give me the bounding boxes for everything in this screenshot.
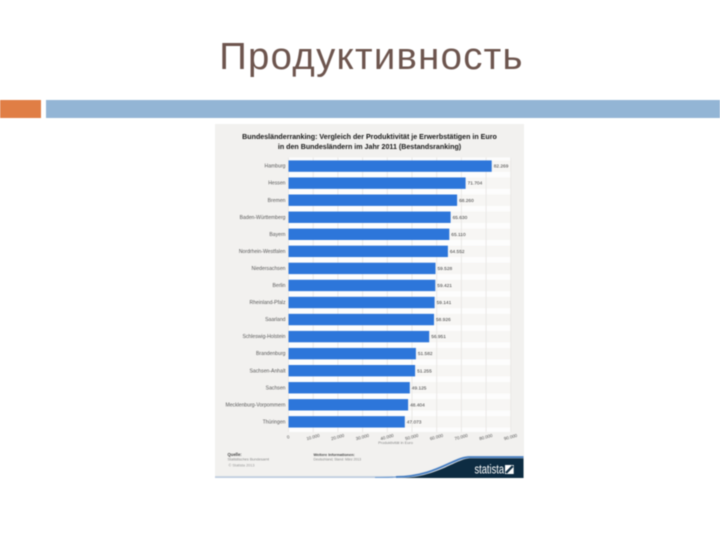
svg-text:64.552: 64.552 [450, 249, 465, 255]
svg-text:60.000: 60.000 [429, 433, 444, 441]
svg-text:Saarland: Saarland [265, 317, 286, 323]
svg-text:Bremen: Bremen [268, 198, 286, 204]
svg-text:51.582: 51.582 [418, 351, 433, 357]
svg-text:Rheinland-Pfalz: Rheinland-Pfalz [250, 300, 286, 306]
svg-text:© Statista 2013: © Statista 2013 [229, 463, 255, 467]
svg-text:80.000: 80.000 [479, 433, 494, 441]
svg-text:51.255: 51.255 [417, 368, 432, 374]
svg-text:Mecklenburg-Vorpommern: Mecklenburg-Vorpommern [225, 402, 285, 408]
svg-text:50.000: 50.000 [405, 433, 420, 441]
svg-text:0: 0 [286, 434, 290, 440]
svg-text:Baden-Württemberg: Baden-Württemberg [240, 215, 286, 221]
svg-text:40.000: 40.000 [380, 433, 395, 441]
svg-text:48.404: 48.404 [410, 402, 425, 408]
svg-text:82.269: 82.269 [494, 164, 509, 170]
svg-text:Quelle:: Quelle: [228, 452, 242, 457]
svg-text:Deutschland; Stand: März 2013: Deutschland; Stand: März 2013 [314, 458, 362, 462]
svg-text:Bundesländerranking: Vergleich: Bundesländerranking: Vergleich der Produ… [242, 133, 497, 141]
svg-text:56.951: 56.951 [431, 334, 446, 340]
svg-text:statista: statista [475, 462, 505, 477]
svg-text:10.000: 10.000 [306, 433, 321, 441]
svg-text:90.000: 90.000 [503, 433, 518, 441]
svg-text:Hamburg: Hamburg [265, 164, 286, 170]
svg-text:47.073: 47.073 [407, 419, 422, 425]
svg-text:Sachsen: Sachsen [266, 385, 286, 391]
svg-text:65.630: 65.630 [453, 215, 468, 221]
svg-text:58.926: 58.926 [436, 317, 451, 323]
svg-text:Nordrhein-Westfalen: Nordrhein-Westfalen [239, 249, 286, 255]
svg-text:Niedersachsen: Niedersachsen [252, 266, 286, 272]
svg-text:Statistisches Bundesamt: Statistisches Bundesamt [228, 458, 271, 462]
svg-text:70.000: 70.000 [454, 433, 469, 441]
svg-text:in den Bundesländern im Jahr 2: in den Bundesländern im Jahr 2011 (Besta… [278, 143, 462, 151]
svg-text:65.110: 65.110 [451, 232, 466, 238]
svg-text:68.260: 68.260 [459, 198, 474, 204]
svg-text:59.141: 59.141 [437, 300, 452, 306]
svg-text:Brandenburg: Brandenburg [256, 351, 286, 357]
svg-text:Bayern: Bayern [269, 232, 285, 238]
svg-text:20.000: 20.000 [331, 433, 346, 441]
svg-text:Sachsen-Anhalt: Sachsen-Anhalt [250, 368, 287, 374]
svg-text:Berlin: Berlin [272, 283, 285, 289]
svg-text:Thüringen: Thüringen [263, 419, 286, 425]
svg-text:59.421: 59.421 [437, 283, 452, 289]
svg-text:71.704: 71.704 [468, 181, 483, 187]
svg-text:Weitere Informationen:: Weitere Informationen: [314, 453, 355, 457]
svg-text:59.528: 59.528 [438, 266, 453, 272]
svg-text:30.000: 30.000 [355, 433, 370, 441]
svg-text:Schleswig-Holstein: Schleswig-Holstein [242, 334, 285, 340]
svg-text:Produktivität in Euro: Produktivität in Euro [378, 440, 413, 445]
svg-text:Hessen: Hessen [268, 181, 285, 187]
svg-text:49.125: 49.125 [412, 385, 427, 391]
